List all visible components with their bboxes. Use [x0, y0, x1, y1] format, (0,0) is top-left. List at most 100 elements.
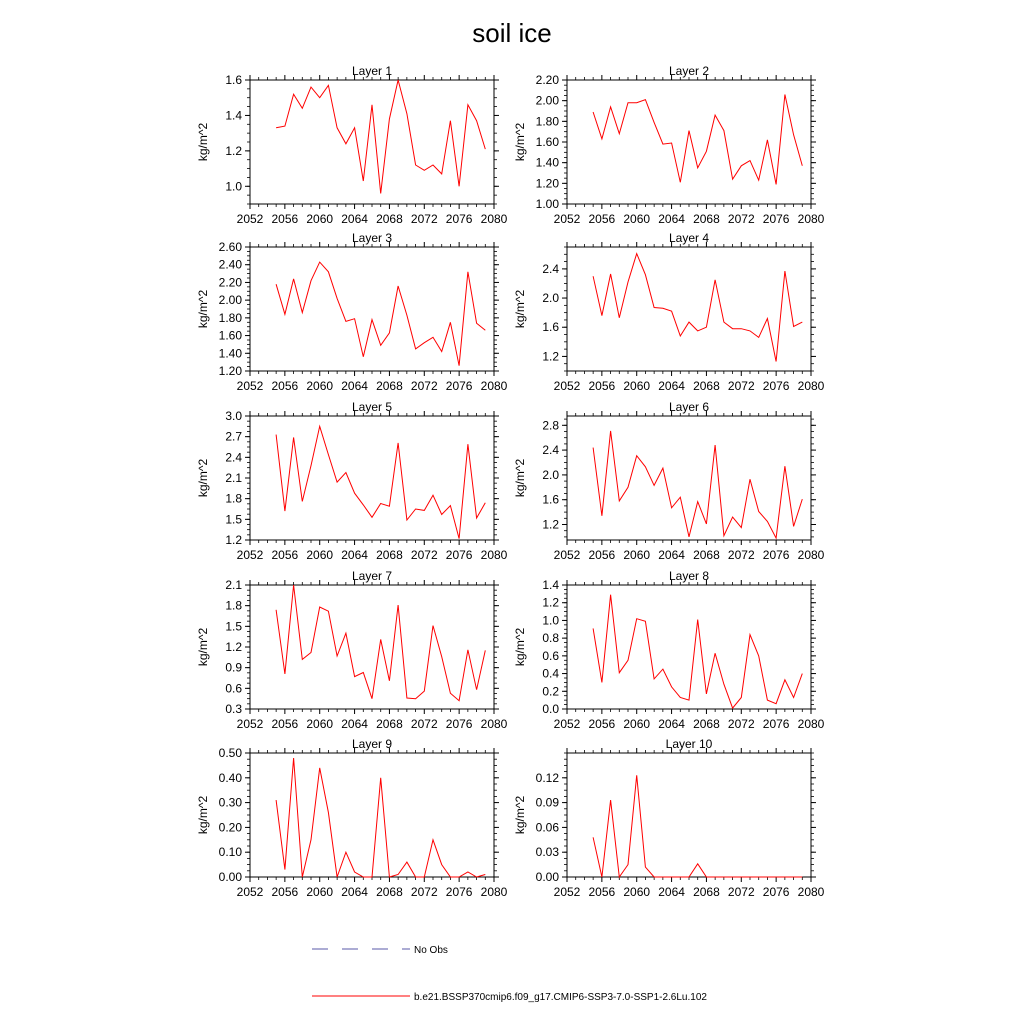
x-tick-label: 2080 — [481, 717, 508, 731]
x-tick-label: 2056 — [589, 885, 616, 899]
panel-layer-4: Layer 4 2052 2056 2060 2064 2068 2072 2076 2080 1… — [513, 231, 825, 393]
x-tick-label: 2068 — [376, 212, 403, 226]
y-tick-label: 0.12 — [536, 771, 560, 785]
plot-frame — [566, 79, 812, 205]
x-tick-label: 2060 — [306, 379, 333, 393]
x-tick-label: 2080 — [481, 548, 508, 562]
x-tick-label: 2076 — [763, 885, 790, 899]
y-axis-label: kg/m^2 — [196, 628, 210, 667]
panel-title: Layer 1 — [352, 64, 392, 78]
x-tick-label: 2072 — [728, 379, 755, 393]
y-tick-label: 1.2 — [225, 144, 242, 158]
x-tick-label: 2080 — [798, 379, 825, 393]
x-tick-label: 2068 — [693, 548, 720, 562]
x-tick-label: 2072 — [728, 548, 755, 562]
figure-title: soil ice — [472, 18, 551, 48]
y-tick-label: 0.2 — [542, 684, 559, 698]
y-tick-label: 2.7 — [225, 430, 242, 444]
y-tick-label: 2.4 — [225, 450, 242, 464]
panel-title: Layer 4 — [669, 231, 709, 245]
y-tick-label: 3.0 — [225, 409, 242, 423]
panel-title: Layer 2 — [669, 64, 709, 78]
x-tick-label: 2080 — [481, 212, 508, 226]
x-tick-label: 2056 — [589, 548, 616, 562]
x-tick-label: 2052 — [554, 548, 581, 562]
y-tick-label: 1.60 — [219, 329, 243, 343]
x-tick-label: 2072 — [411, 717, 438, 731]
panel-title: Layer 9 — [352, 737, 392, 751]
x-tick-label: 2064 — [341, 379, 368, 393]
y-tick-label: 1.40 — [536, 156, 560, 170]
y-tick-label: 1.4 — [542, 578, 559, 592]
y-tick-label: 2.0 — [542, 291, 559, 305]
x-tick-label: 2060 — [623, 548, 650, 562]
x-tick-label: 2056 — [589, 212, 616, 226]
x-tick-label: 2060 — [623, 379, 650, 393]
series-line — [275, 424, 486, 539]
y-tick-label: 0.9 — [225, 661, 242, 675]
x-tick-label: 2060 — [623, 885, 650, 899]
plot-frame — [566, 584, 812, 710]
panel-layer-6: Layer 6 2052 2056 2060 2064 2068 2072 2076 2080 1… — [513, 400, 825, 562]
panel-title: Layer 7 — [352, 569, 392, 583]
y-tick-label: 2.4 — [542, 443, 559, 457]
y-axis-label: kg/m^2 — [196, 459, 210, 498]
x-tick-label: 2052 — [237, 548, 264, 562]
y-tick-label: 1.20 — [219, 364, 243, 378]
y-tick-label: 1.5 — [225, 512, 242, 526]
x-tick-label: 2072 — [728, 717, 755, 731]
x-tick-label: 2064 — [341, 212, 368, 226]
x-tick-label: 2068 — [376, 717, 403, 731]
x-tick-label: 2064 — [658, 379, 685, 393]
y-tick-label: 0.00 — [536, 870, 560, 884]
x-tick-label: 2076 — [446, 717, 473, 731]
y-tick-label: 0.4 — [542, 667, 559, 681]
y-tick-label: 1.6 — [542, 320, 559, 334]
y-tick-label: 2.00 — [219, 293, 243, 307]
x-tick-label: 2056 — [589, 379, 616, 393]
y-tick-label: 2.1 — [225, 471, 242, 485]
y-tick-label: 1.8 — [225, 599, 242, 613]
y-tick-label: 1.2 — [542, 518, 559, 532]
x-tick-label: 2052 — [237, 379, 264, 393]
x-tick-label: 2060 — [306, 717, 333, 731]
panel-title: Layer 3 — [352, 231, 392, 245]
x-tick-label: 2076 — [446, 212, 473, 226]
x-tick-label: 2052 — [237, 885, 264, 899]
series-line — [275, 757, 486, 878]
series-line — [592, 775, 803, 879]
x-tick-label: 2064 — [341, 548, 368, 562]
x-tick-label: 2052 — [237, 717, 264, 731]
x-tick-label: 2072 — [728, 885, 755, 899]
x-tick-label: 2064 — [658, 212, 685, 226]
plot-frame — [249, 415, 495, 541]
y-tick-label: 0.8 — [542, 631, 559, 645]
y-tick-label: 0.10 — [219, 845, 243, 859]
y-tick-label: 2.20 — [219, 275, 243, 289]
y-tick-label: 1.2 — [542, 596, 559, 610]
series-line — [592, 594, 803, 710]
legend: No Obs b.e21.BSSP370cmip6.f09_g17.CMIP6-… — [312, 945, 707, 1003]
x-tick-label: 2072 — [411, 548, 438, 562]
x-tick-label: 2052 — [554, 379, 581, 393]
x-tick-label: 2056 — [589, 717, 616, 731]
x-tick-label: 2060 — [306, 548, 333, 562]
x-tick-label: 2064 — [658, 548, 685, 562]
x-tick-label: 2064 — [341, 717, 368, 731]
y-tick-label: 0.03 — [536, 845, 560, 859]
x-tick-label: 2076 — [763, 548, 790, 562]
y-tick-label: 1.6 — [542, 493, 559, 507]
y-tick-label: 2.8 — [542, 418, 559, 432]
x-tick-label: 2068 — [376, 548, 403, 562]
y-tick-label: 2.20 — [536, 73, 560, 87]
x-tick-label: 2072 — [411, 379, 438, 393]
y-axis-label: kg/m^2 — [513, 459, 527, 498]
series-line — [592, 252, 803, 362]
x-tick-label: 2064 — [341, 885, 368, 899]
y-tick-label: 0.40 — [219, 771, 243, 785]
x-tick-label: 2076 — [446, 885, 473, 899]
x-tick-label: 2068 — [693, 379, 720, 393]
x-tick-label: 2072 — [411, 212, 438, 226]
x-tick-label: 2080 — [481, 885, 508, 899]
